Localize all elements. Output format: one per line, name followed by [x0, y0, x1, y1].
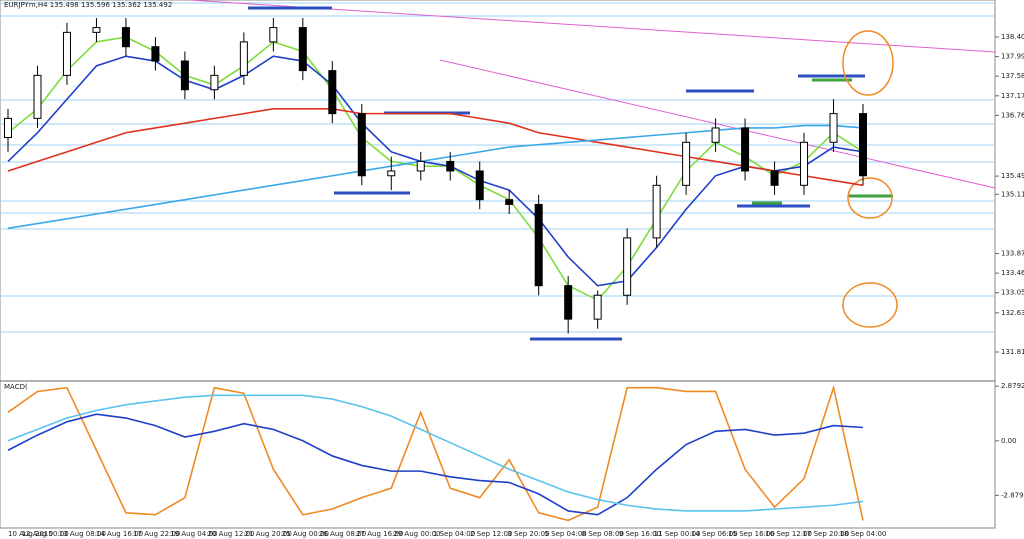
candle-body [151, 46, 160, 62]
candle-body [328, 70, 337, 115]
candle-body [210, 74, 219, 91]
candle-body [652, 184, 661, 239]
candle-body [239, 41, 248, 76]
candle-body [741, 127, 750, 172]
x-tick-label: 14 Aug 16:00 [96, 530, 143, 538]
x-tick-label: 9 Sep 16:00 [619, 530, 661, 538]
candle-body [859, 113, 867, 177]
x-tick-label: 19 Aug 04:00 [170, 530, 217, 538]
x-tick-label: 12 Aug 00:00 [22, 530, 69, 538]
y-tick-label: 133.873 [1001, 250, 1024, 258]
x-tick-label: 27 Aug 16:00 [356, 530, 403, 538]
x-tick-label: 15 Sep 16:00 [728, 530, 775, 538]
x-tick-label: 5 Sep 04:00 [544, 530, 586, 538]
y-tick-label: 2.8792 [1001, 382, 1024, 390]
candle-body [357, 113, 366, 177]
x-tick-label: 11 Sep 00:00 [654, 530, 701, 538]
x-tick-label: 21 Aug 20:00 [245, 530, 292, 538]
candle-body [623, 237, 632, 296]
y-tick-label: 135.493 [1001, 172, 1024, 180]
candle-body [829, 113, 838, 143]
highlight-circles [842, 30, 898, 328]
indicator-line [7, 124, 864, 230]
candle-body [564, 285, 573, 320]
x-tick-label: 20 Aug 12:00 [207, 530, 254, 538]
candle-body [682, 141, 691, 186]
y-tick-label: 137.993 [1001, 53, 1024, 61]
candle-body [505, 199, 514, 205]
indicator-line [7, 384, 864, 522]
x-tick-label: 25 Aug 00:00 [282, 530, 329, 538]
candle-body [446, 160, 455, 172]
y-tick-label: 132.633 [1001, 309, 1024, 317]
candle-body [770, 170, 779, 186]
indicator-line [7, 36, 864, 302]
x-tick-label: 29 Aug 00:00 [393, 530, 440, 538]
candle-body [711, 127, 720, 143]
candle-body [33, 74, 42, 119]
y-tick-label: 133.463 [1001, 269, 1024, 277]
indicator-line [7, 108, 864, 187]
y-tick-label: 133.053 [1001, 289, 1024, 297]
candle-body [416, 160, 425, 172]
x-tick-label: 2 Sep 12:00 [470, 530, 512, 538]
x-tick-label: 17 Aug 22:00 [133, 530, 180, 538]
indicator-title: MACD( [4, 383, 28, 391]
indicator-line [7, 394, 864, 512]
x-tick-label: 3 Sep 20:00 [507, 530, 549, 538]
y-tick-label: 138.403 [1001, 33, 1024, 41]
x-tick-label: 16 Sep 12:00 [765, 530, 812, 538]
candle-body [180, 60, 189, 91]
x-tick-label: 17 Sep 20:00 [802, 530, 849, 538]
plot-frame [0, 0, 996, 529]
x-tick-label: 8 Sep 08:00 [582, 530, 624, 538]
y-tick-label: 0.00 [1001, 437, 1017, 445]
x-tick-label: 13 Aug 08:00 [59, 530, 106, 538]
x-tick-label: 1 Sep 04:00 [433, 530, 475, 538]
candle-body [269, 27, 278, 43]
x-tick-label: 26 Aug 08:00 [319, 530, 366, 538]
candle-body [475, 170, 484, 201]
x-tick-label: 10 Aug 2015 [8, 530, 53, 538]
chart-title: EURJPYm,H4 135.498 135.596 135.362 135.4… [4, 1, 172, 9]
candle-body [298, 27, 307, 72]
candle-body [4, 117, 12, 139]
level-marks [248, 6, 893, 341]
y-tick-label: -2.8792 [1001, 491, 1024, 499]
x-tick-label: 18 Sep 04:00 [840, 530, 887, 538]
candle-body [593, 294, 602, 320]
indicator-line [7, 55, 864, 287]
candle-body [92, 27, 101, 33]
candle-body [62, 31, 71, 76]
y-tick-label: 131.813 [1001, 348, 1024, 356]
candle-body [387, 170, 396, 177]
indicator-line [7, 413, 864, 516]
y-tick-label: 137.173 [1001, 92, 1024, 100]
candle-body [121, 27, 130, 48]
y-tick-label: 136.763 [1001, 111, 1024, 119]
candle-body [800, 141, 809, 186]
y-tick-label: 137.583 [1001, 72, 1024, 80]
x-tick-label: 14 Sep 06:00 [691, 530, 738, 538]
y-tick-label: 135.113 [1001, 190, 1024, 198]
candle-body [534, 203, 543, 287]
horizontal-levels [0, 2, 995, 333]
